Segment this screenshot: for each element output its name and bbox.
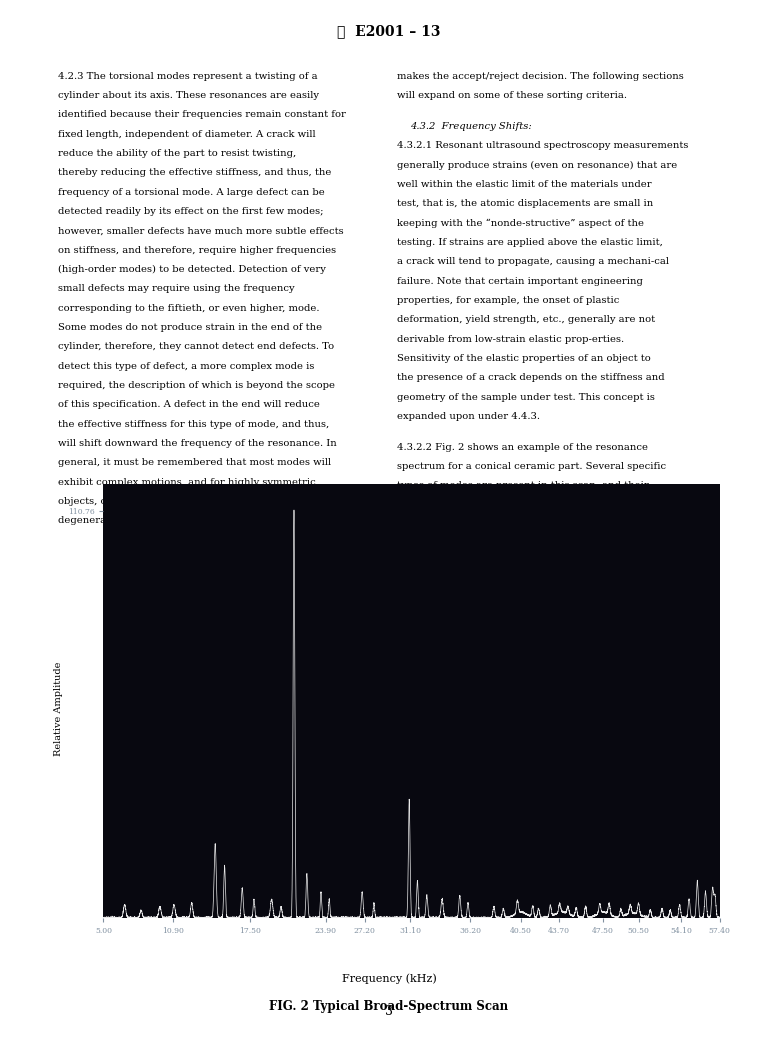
Text: for NDT purposes, some selections must be made so that: for NDT purposes, some selections must b…: [397, 539, 686, 549]
Text: generally produce strains (even on resonance) that are: generally produce strains (even on reson…: [397, 160, 677, 170]
Text: objects, can be linear combinations of several: objects, can be linear combinations of s…: [58, 497, 291, 506]
Text: the presence of a crack depends on the stiffness and: the presence of a crack depends on the s…: [397, 374, 664, 382]
Text: relative shifts could be used to detect defects as: relative shifts could be used to detect …: [397, 501, 642, 510]
Text: FIG. 2 Typical Broad-Spectrum Scan: FIG. 2 Typical Broad-Spectrum Scan: [269, 1000, 509, 1013]
Text: fixed length, independent of diameter. A crack will: fixed length, independent of diameter. A…: [58, 130, 316, 138]
Text: properties, for example, the onset of plastic: properties, for example, the onset of pl…: [397, 296, 619, 305]
Text: corresponding to the fiftieth, or even higher, mode.: corresponding to the fiftieth, or even h…: [58, 304, 320, 312]
Text: a crack will tend to propagate, causing a mechani-cal: a crack will tend to propagate, causing …: [397, 257, 669, 266]
Text: expanded upon under 4.4.3.: expanded upon under 4.4.3.: [397, 412, 540, 421]
Text: cylinder about its axis. These resonances are easily: cylinder about its axis. These resonance…: [58, 92, 319, 100]
Text: test, that is, the atomic displacements are small in: test, that is, the atomic displacements …: [397, 199, 653, 208]
Text: 4.3.2  Frequency Shifts:: 4.3.2 Frequency Shifts:: [410, 122, 531, 131]
Text: well within the elastic limit of the materials under: well within the elastic limit of the mat…: [397, 180, 651, 189]
Text: cylinder, therefore, they cannot detect end defects. To: cylinder, therefore, they cannot detect …: [58, 342, 335, 352]
Text: (high-order modes) to be detected. Detection of very: (high-order modes) to be detected. Detec…: [58, 265, 326, 274]
Text: used. For simple part geometries, the mode type and: used. For simple part geometries, the mo…: [397, 578, 666, 587]
Text: Sensitivity of the elastic properties of an object to: Sensitivity of the elastic properties of…: [397, 354, 650, 363]
Text: geometries, empirical approaches have been developed to: geometries, empirical approaches have be…: [397, 636, 693, 645]
Text: spectra are compared to identify diagnostic modes whose: spectra are compared to identify diagnos…: [397, 713, 690, 722]
Text: spectra for a batch of known good and bad parts. The: spectra for a batch of known good and ba…: [397, 694, 669, 703]
Text: degenerate modes, as discussed in 4.3.2.: degenerate modes, as discussed in 4.3.2.: [58, 516, 267, 526]
Text: deformation, yield strength, etc., generally are not: deformation, yield strength, etc., gener…: [397, 315, 655, 325]
Text: 4.3.2.1 Resonant ultrasound spectroscopy measurements: 4.3.2.1 Resonant ultrasound spectroscopy…: [397, 142, 689, 150]
Text: the effective stiffness for this type of mode, and thus,: the effective stiffness for this type of…: [58, 420, 330, 429]
Text: exhibit complex motions, and for highly symmetric: exhibit complex motions, and for highly …: [58, 478, 316, 486]
Text: required, the description of which is beyond the scope: required, the description of which is be…: [58, 381, 335, 390]
Text: Some modes do not produce strain in the end of the: Some modes do not produce strain in the …: [58, 323, 322, 332]
Text: frequency of a torsional mode. A large defect can be: frequency of a torsional mode. A large d…: [58, 187, 325, 197]
Text: types of modes are present in this scan, and their: types of modes are present in this scan,…: [397, 482, 649, 490]
Text: of this specification. A defect in the end will reduce: of this specification. A defect in the e…: [58, 401, 321, 409]
Text: testing. If strains are applied above the elastic limit,: testing. If strains are applied above th…: [397, 238, 663, 247]
Text: reduce the ability of the part to resist twisting,: reduce the ability of the part to resist…: [58, 149, 296, 158]
Text: Relative Amplitude: Relative Amplitude: [54, 662, 63, 756]
Text: identified because their frequencies remain constant for: identified because their frequencies rem…: [58, 110, 346, 120]
Text: 4.2.3 The torsional modes represent a twisting of a: 4.2.3 The torsional modes represent a tw…: [58, 72, 318, 81]
Text: Frequency (kHz): Frequency (kHz): [342, 973, 436, 984]
Text: only a portion of such a large amount of information is: only a portion of such a large amount of…: [397, 559, 675, 567]
Text: modes can be based on these results. For complex: modes can be based on these results. For…: [397, 616, 652, 626]
Text: defects. In this process, a technician measures the: defects. In this process, a technician m…: [397, 675, 654, 684]
Text: identify efficiently diag-nostic modes for specific: identify efficiently diag-nostic modes f…: [397, 656, 644, 664]
Text: general, it must be remembered that most modes will: general, it must be remembered that most…: [58, 458, 331, 467]
Text: small defects may require using the frequency: small defects may require using the freq…: [58, 284, 295, 294]
Text: detected readily by its effect on the first few modes;: detected readily by its effect on the fi…: [58, 207, 324, 217]
Text: derivable from low-strain elastic prop-erties.: derivable from low-strain elastic prop-e…: [397, 334, 624, 344]
Text: discussed above; however, the complexity is such that,: discussed above; however, the complexity…: [397, 520, 674, 529]
Text: detect this type of defect, a more complex mode is: detect this type of defect, a more compl…: [58, 361, 315, 371]
Text: 4.3.2.2 Fig. 2 shows an example of the resonance: 4.3.2.2 Fig. 2 shows an example of the r…: [397, 442, 648, 452]
Text: failure. Note that certain important engineering: failure. Note that certain important eng…: [397, 277, 643, 285]
Text: keeping with the “nonde-structive” aspect of the: keeping with the “nonde-structive” aspec…: [397, 219, 643, 228]
Text: however, smaller defects have much more subtle effects: however, smaller defects have much more …: [58, 226, 344, 235]
Text: ⦿  E2001 – 13: ⦿ E2001 – 13: [337, 24, 441, 39]
Text: will shift downward the frequency of the resonance. In: will shift downward the frequency of the…: [58, 439, 337, 448]
Text: thereby reducing the effective stiffness, and thus, the: thereby reducing the effective stiffness…: [58, 169, 331, 177]
Text: spectrum for a conical ceramic part. Several specific: spectrum for a conical ceramic part. Sev…: [397, 462, 666, 472]
Text: geometry of the sample under test. This concept is: geometry of the sample under test. This …: [397, 392, 654, 402]
Text: 3: 3: [385, 1006, 393, 1018]
Text: makes the accept/reject decision. The following sections: makes the accept/reject decision. The fo…: [397, 72, 684, 81]
Text: will expand on some of these sorting criteria.: will expand on some of these sorting cri…: [397, 92, 627, 100]
Text: on stiffness, and therefore, require higher frequencies: on stiffness, and therefore, require hig…: [58, 246, 336, 255]
Text: frequency can be calculated, and selection of diagnostic: frequency can be calculated, and selecti…: [397, 598, 682, 607]
